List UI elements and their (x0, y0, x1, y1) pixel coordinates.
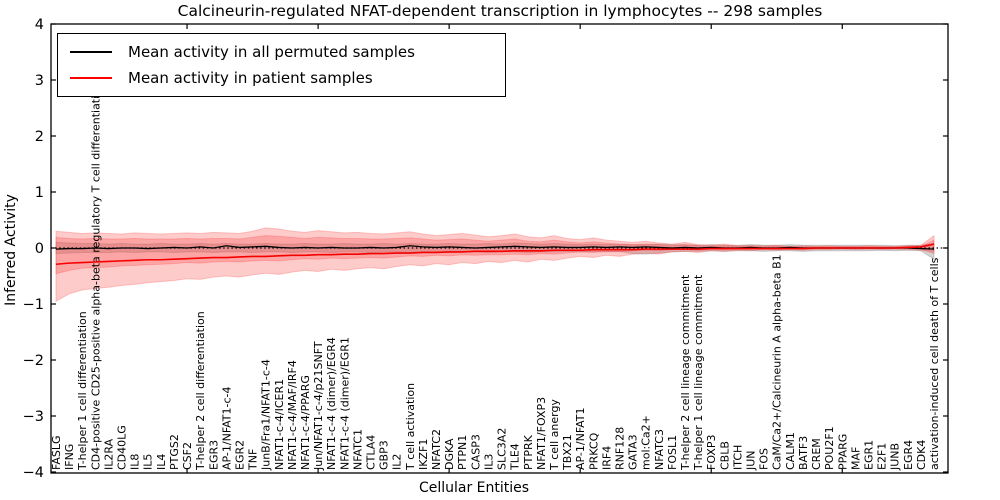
x-tick-label: IKZF1 (417, 439, 430, 470)
y-tick-label: 3 (35, 73, 44, 89)
x-tick-label: EGR4 (902, 440, 915, 470)
chart-title: Calcineurin-regulated NFAT-dependent tra… (177, 2, 823, 20)
legend: Mean activity in all permuted samples Me… (57, 33, 506, 97)
x-tick-label: CALM1 (784, 432, 797, 470)
y-tick-label: −4 (23, 465, 44, 481)
x-tick-label: CD40LG (116, 425, 129, 470)
x-tick-label: AP-1/NFAT1-c-4 (220, 386, 233, 470)
y-tick-label: −2 (23, 353, 44, 369)
patient-samples-band-inner (55, 235, 935, 275)
x-tick-label: FOSL1 (666, 435, 679, 470)
x-tick-label: activation-induced cell death of T cells (928, 257, 941, 470)
x-axis-label: Cellular Entities (418, 480, 530, 496)
x-tick-label: IL5 (142, 454, 155, 470)
x-tick-label: AP-1/NFAT1 (574, 407, 587, 470)
x-tick-label: T-helper 2 cell differentiation (194, 311, 207, 471)
x-tick-label: TLE4 (509, 443, 522, 471)
y-tick-label: 1 (35, 185, 44, 201)
legend-entry-patient: Mean activity in patient samples (58, 69, 505, 87)
x-tick-label: T-helper 2 cell lineage commitment (679, 274, 692, 471)
x-tick-label: ITCH (731, 445, 744, 470)
patient-mean-line (55, 243, 935, 266)
x-tick-label: JUN (745, 450, 758, 471)
legend-label-permuted: Mean activity in all permuted samples (128, 42, 415, 61)
x-tick-label: EGR1 (862, 440, 875, 470)
x-tick-label: PPARG (836, 434, 849, 470)
patient-line-sample (70, 77, 112, 80)
x-tick-label: NFAT1-c-4/PPARG (299, 375, 312, 470)
x-tick-label: PTGS2 (168, 434, 181, 470)
x-tick-label: GBP3 (378, 440, 391, 470)
x-tick-label: T cell anergy (548, 399, 561, 471)
x-tick-label: CREM (810, 438, 823, 470)
x-tick-label: IL4 (155, 454, 168, 470)
x-tick-label: IL3 (482, 454, 495, 470)
x-tick-label: JunB/Fra1/NFAT1-c-4 (260, 359, 273, 471)
x-tick-label: IRF4 (600, 446, 613, 470)
y-tick-label: 2 (35, 129, 44, 145)
y-tick-label: 4 (35, 17, 44, 33)
x-tick-label: TBX21 (561, 434, 574, 471)
x-tick-label: EGR3 (207, 440, 220, 470)
x-tick-label: NFAT1/FOXP3 (535, 397, 548, 470)
x-tick-label: JUNB (889, 443, 902, 471)
x-tick-label: BATF3 (797, 436, 810, 470)
x-tick-label: IL2RA (102, 438, 115, 470)
x-tick-label: NFAT1-c-4 (dimer)/EGR1 (338, 337, 351, 470)
x-tick-label: POU2F1 (823, 426, 836, 470)
permuted-mean-line (55, 245, 935, 250)
x-tick-label: FOXP3 (705, 435, 718, 470)
x-tick-label: T cell activation (404, 383, 417, 471)
x-tick-label: IFNG (63, 444, 76, 470)
y-tick-label: 0 (35, 241, 44, 257)
x-tick-label: NFAT1-c-4 (dimer)/EGR4 (325, 337, 338, 470)
x-tick-label: GATA3 (627, 434, 640, 470)
y-tick-label: −3 (23, 409, 44, 425)
x-tick-label: CASP3 (469, 434, 482, 470)
x-tick-label: T-helper 1 cell differentiation (76, 311, 89, 471)
x-tick-label: T-helper 1 cell lineage commitment (692, 274, 705, 471)
x-tick-label: PTPN1 (456, 435, 469, 470)
x-tick-label: NFATC2 (430, 429, 443, 470)
x-tick-label: MAF (849, 447, 862, 470)
x-tick-label: EGR2 (233, 440, 246, 470)
y-tick-label: −1 (23, 297, 44, 313)
x-tick-label: SLC3A2 (496, 428, 509, 470)
x-tick-label: DGKA (443, 438, 456, 470)
x-tick-label: RNF128 (613, 427, 626, 470)
x-tick-label: NFAT1-c-4/ICER1 (273, 379, 286, 470)
x-tick-label: FASLG (50, 436, 63, 470)
x-tick-label: NFATC3 (653, 429, 666, 470)
x-tick-label: CD4-positive CD25-positive alpha-beta re… (89, 82, 102, 470)
x-tick-label: CTLA4 (365, 435, 378, 470)
x-tick-label: NFATC1 (351, 429, 364, 470)
x-tick-label: CBLB (718, 441, 731, 470)
x-tick-label: CaM/Ca2+/Calcineurin A alpha-beta B1 (771, 254, 784, 470)
x-tick-label: FOS (758, 448, 771, 470)
x-tick-label: Jun/NFAT1-c-4/p21SNFT (312, 341, 325, 471)
x-tick-label: PRKCQ (587, 432, 600, 470)
x-tick-label: E2F1 (876, 443, 889, 470)
patient-samples-band-outer (55, 227, 935, 303)
permuted-line-sample (70, 50, 112, 53)
legend-entry-permuted: Mean activity in all permuted samples (58, 43, 505, 61)
x-tick-label: PTPRK (522, 434, 535, 470)
x-tick-label: IL2 (391, 454, 404, 470)
x-tick-label: mol:Ca2+ (640, 415, 653, 470)
x-tick-label: IL8 (129, 454, 142, 470)
x-tick-label: CSF2 (181, 442, 194, 470)
x-tick-label: TNF (247, 449, 260, 471)
x-tick-label: NFAT1-c-4/MAF/IRF4 (286, 360, 299, 470)
legend-label-patient: Mean activity in patient samples (128, 69, 373, 88)
x-tick-label: CDK4 (915, 440, 928, 470)
